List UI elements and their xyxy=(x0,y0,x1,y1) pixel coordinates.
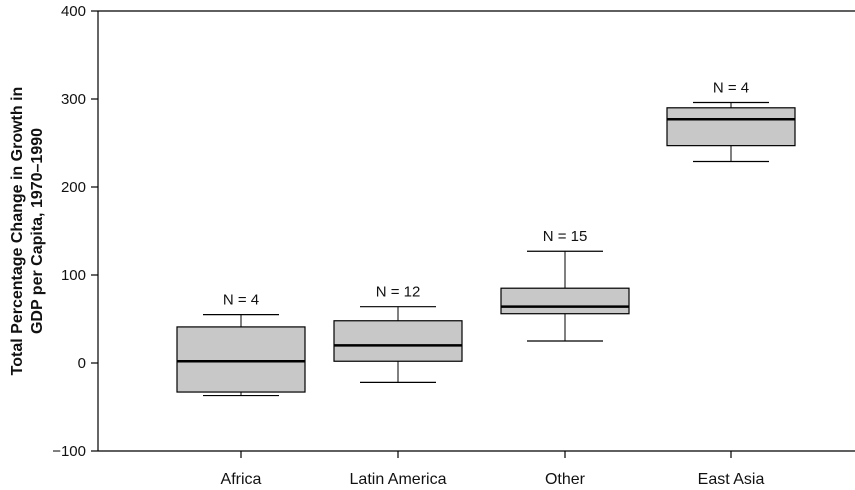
y-tick-label: −100 xyxy=(52,443,86,460)
iqr-box xyxy=(176,326,306,393)
plot-area: −100 0 100 200 300 400 Africa N = 4 Latin Americ… xyxy=(52,3,855,488)
sample-size-label: N = 4 xyxy=(223,292,259,309)
sample-size-label: N = 15 xyxy=(543,228,588,245)
y-tick-label: 300 xyxy=(61,91,86,108)
iqr-box xyxy=(500,287,630,315)
y-axis-title-line2: GDP per Capita, 1970–1990 xyxy=(29,128,46,334)
x-tick-label: Latin America xyxy=(350,471,447,488)
iqr-box xyxy=(333,320,463,362)
sample-size-label: N = 12 xyxy=(376,284,421,301)
x-tick-label: Africa xyxy=(221,471,262,488)
x-tick-label: East Asia xyxy=(698,471,765,488)
y-tick-label: 0 xyxy=(78,355,86,372)
y-tick-label: 100 xyxy=(61,267,86,284)
sample-size-label: N = 4 xyxy=(713,80,749,97)
x-tick-label: Other xyxy=(545,471,586,488)
y-axis-title: Total Percentage Change in Growth in GDP… xyxy=(9,87,46,376)
iqr-box xyxy=(666,107,796,147)
y-tick-label: 400 xyxy=(61,3,86,20)
y-axis-title-line1: Total Percentage Change in Growth in xyxy=(9,87,26,376)
y-tick-label: 200 xyxy=(61,179,86,196)
